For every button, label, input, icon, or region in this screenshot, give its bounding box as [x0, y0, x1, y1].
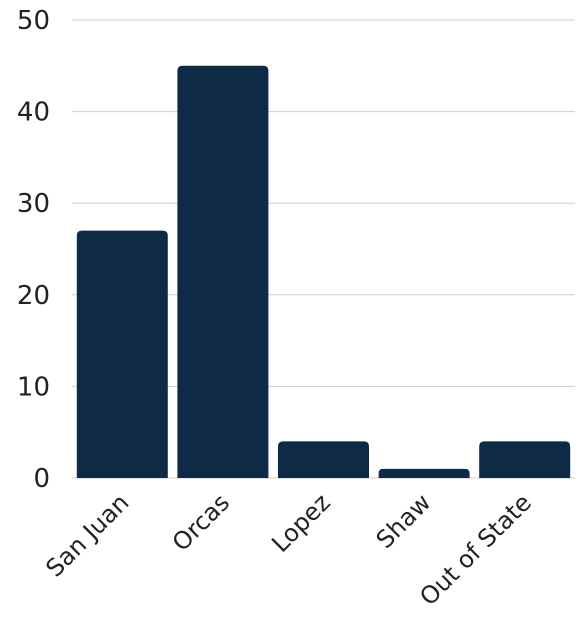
y-axis-ticks: 0 10 20 30 40 50	[17, 6, 50, 494]
y-tick-label: 50	[17, 6, 50, 36]
y-tick-label: 20	[17, 281, 50, 311]
x-tick-label: San Juan	[40, 488, 134, 582]
bars	[76, 65, 571, 479]
y-tick-label: 40	[17, 98, 50, 128]
y-tick-label: 30	[17, 189, 50, 219]
bar-shaw	[378, 468, 470, 478]
bar-orcas	[177, 65, 269, 479]
y-tick-label: 10	[17, 372, 50, 402]
bar-out-of-state	[479, 441, 571, 478]
y-tick-label: 0	[33, 464, 50, 494]
x-tick-label: Shaw	[371, 488, 437, 554]
bar-lopez	[278, 441, 369, 478]
x-tick-label: Orcas	[167, 488, 235, 556]
x-tick-label: Lopez	[266, 488, 335, 557]
bar-san-juan	[76, 230, 168, 478]
